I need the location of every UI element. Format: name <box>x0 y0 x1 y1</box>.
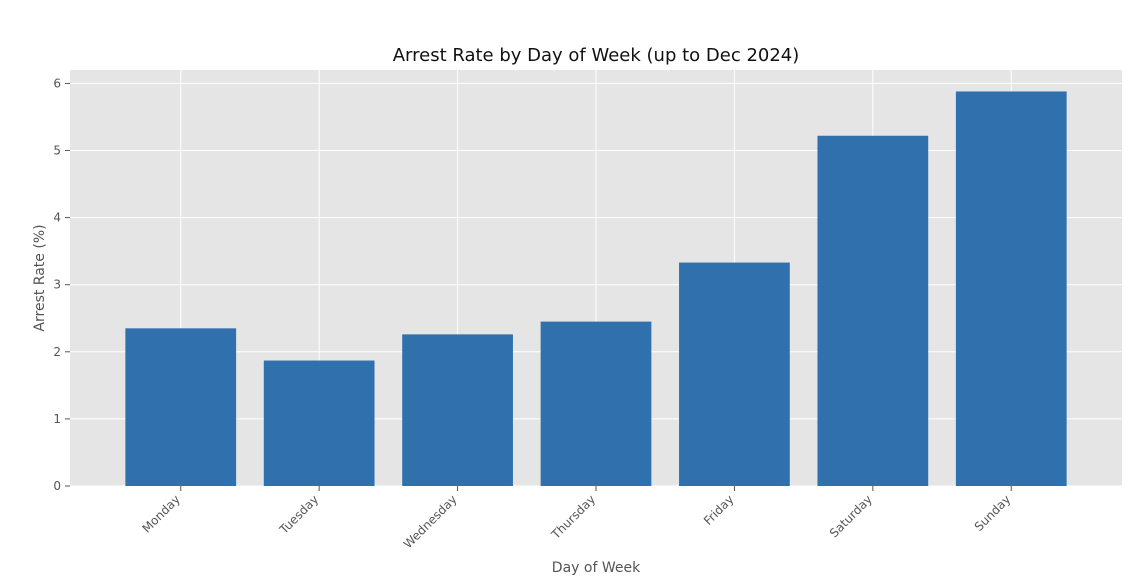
y-tick-label: 4 <box>53 211 61 225</box>
y-tick-label: 1 <box>53 412 61 426</box>
x-tick-label: Monday <box>139 492 182 535</box>
y-tick-label: 6 <box>53 76 61 90</box>
y-tick-label: 0 <box>53 479 61 493</box>
y-axis-ticks: 0 1 2 3 4 5 6 <box>53 76 70 493</box>
x-axis-label: Day of Week <box>552 560 641 576</box>
chart-title: Arrest Rate by Day of Week (up to Dec 20… <box>393 45 800 66</box>
y-tick-label: 2 <box>53 345 61 359</box>
y-axis-label: Arrest Rate (%) <box>32 224 48 331</box>
x-tick-label: Saturday <box>827 492 875 540</box>
x-tick-label: Thursday <box>548 492 598 542</box>
bars <box>125 91 1067 487</box>
y-tick-label: 3 <box>53 278 61 292</box>
bar-friday <box>679 262 790 486</box>
bar-saturday <box>817 135 929 487</box>
bar-wednesday <box>402 334 513 486</box>
x-tick-label: Tuesday <box>276 492 321 537</box>
bar-monday <box>125 328 237 486</box>
x-tick-label: Sunday <box>972 492 1014 534</box>
bar-thursday <box>540 321 652 486</box>
x-tick-label: Wednesday <box>401 492 460 551</box>
x-axis-ticks: Monday Tuesday Wednesday Thursday Friday Satu… <box>139 486 1013 551</box>
bar-tuesday <box>263 360 375 486</box>
x-tick-label: Friday <box>701 492 737 528</box>
bar-sunday <box>955 91 1067 486</box>
y-tick-label: 5 <box>53 144 61 158</box>
